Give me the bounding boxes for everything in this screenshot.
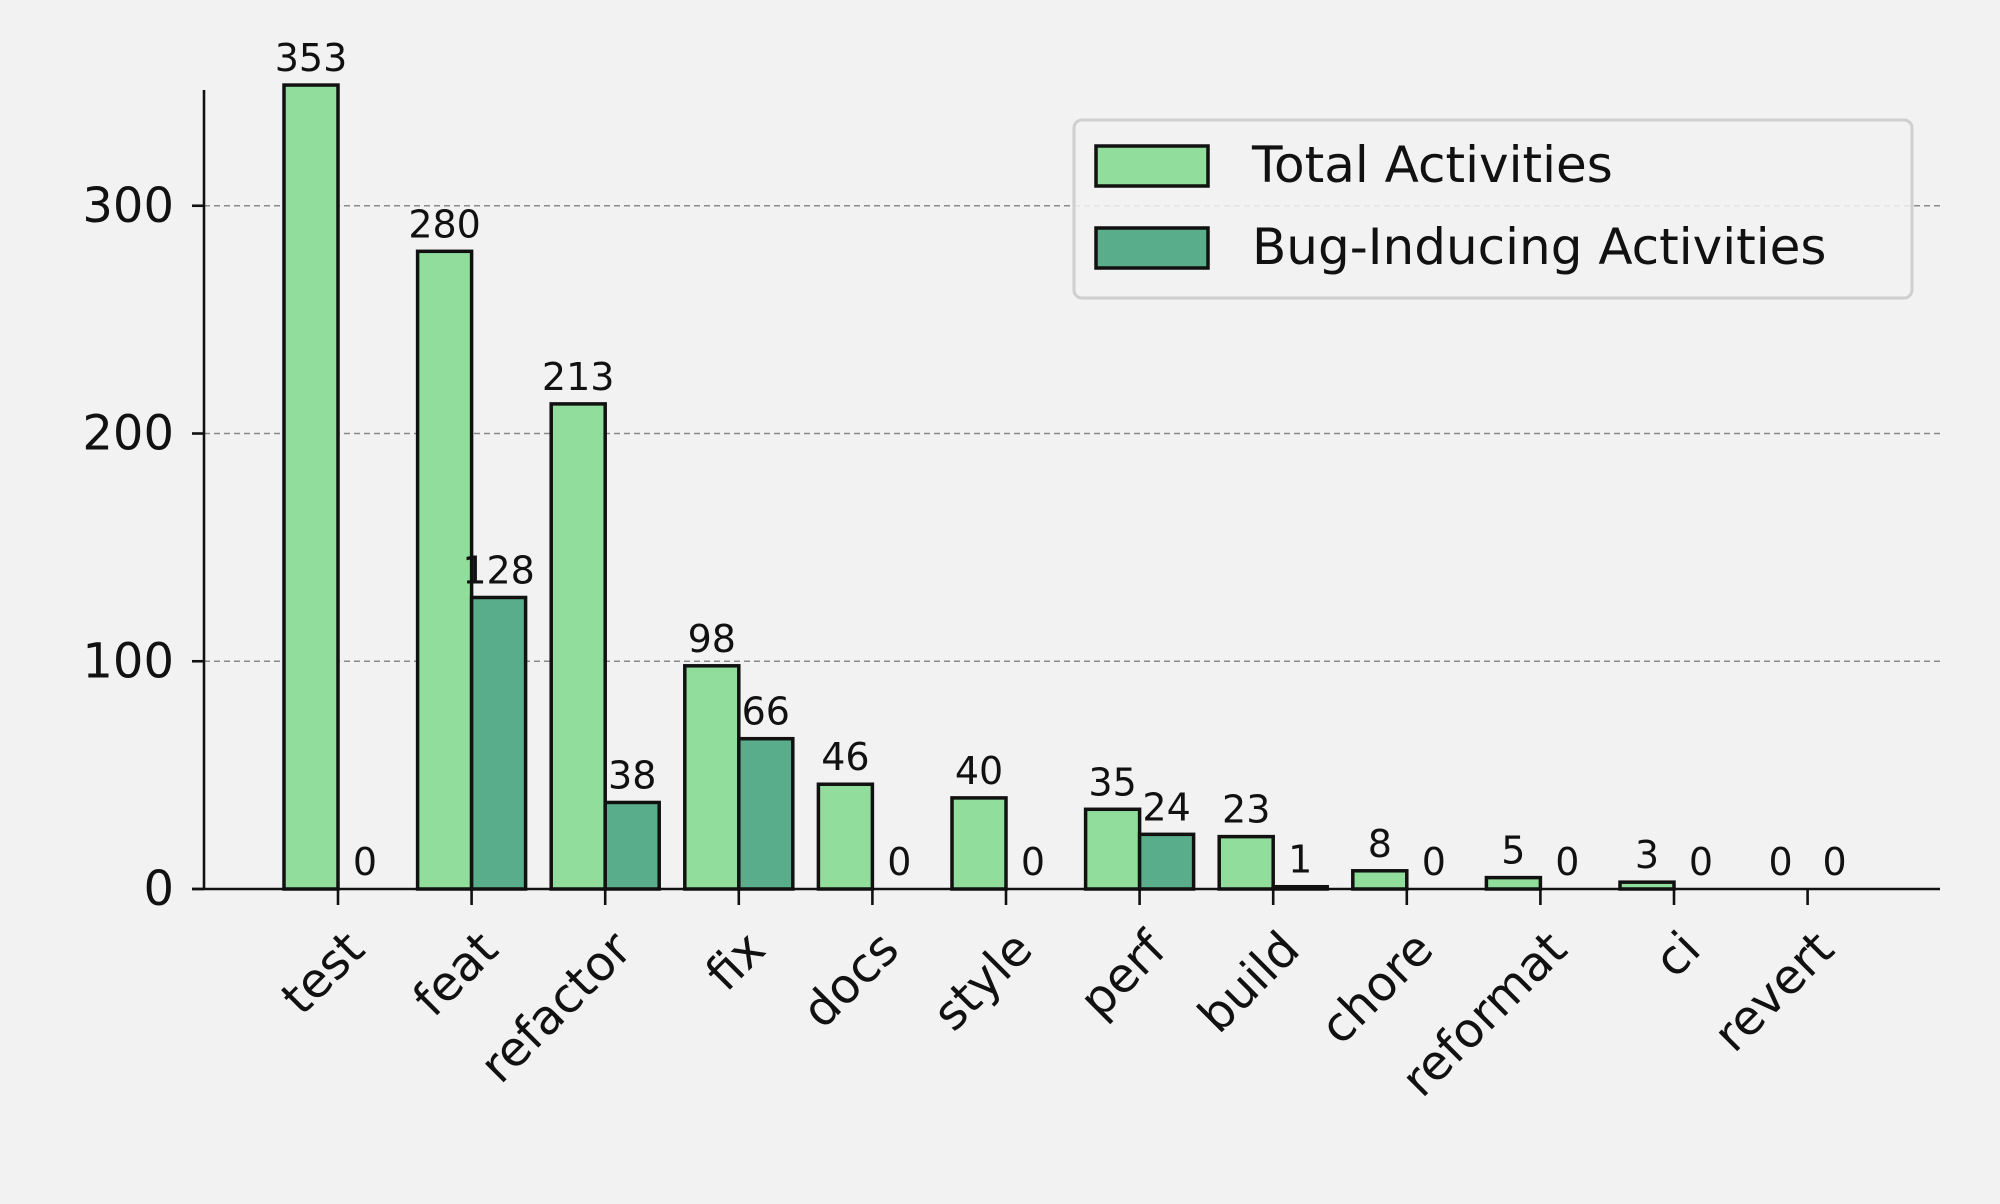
data-label: 98 xyxy=(688,617,736,661)
data-label: 40 xyxy=(955,749,1003,793)
legend-label: Total Activities xyxy=(1251,136,1613,194)
data-label: 23 xyxy=(1222,788,1270,832)
bar-total-activities xyxy=(950,796,1008,891)
axes xyxy=(192,90,1940,891)
data-label: 66 xyxy=(742,690,790,734)
bar-bug-inducing-activities xyxy=(1137,832,1196,891)
x-tick-label: test xyxy=(271,921,376,1026)
x-tick-label: fix xyxy=(695,921,776,1002)
data-label: 35 xyxy=(1088,760,1136,804)
y-tick-label: 200 xyxy=(82,406,174,462)
data-label: 0 xyxy=(887,840,911,884)
data-label: 0 xyxy=(1689,840,1713,884)
y-tick-label: 0 xyxy=(143,861,174,917)
data-label: 0 xyxy=(1823,840,1847,884)
x-tick-label: revert xyxy=(1703,921,1845,1063)
x-tick-label: refactor xyxy=(469,921,642,1094)
bar-total-activities xyxy=(1083,807,1142,891)
x-tick-label: feat xyxy=(402,921,509,1028)
data-label: 128 xyxy=(462,548,535,592)
bar-bug-inducing-activities xyxy=(603,800,661,891)
data-label: 24 xyxy=(1142,785,1190,829)
bar-total-activities xyxy=(1217,834,1275,891)
data-label: 0 xyxy=(1422,840,1446,884)
x-tick-label: docs xyxy=(792,921,910,1039)
legend-box xyxy=(1072,118,1914,300)
bar-total-activities xyxy=(1351,869,1409,891)
data-label: 8 xyxy=(1368,822,1392,866)
legend-swatch xyxy=(1094,226,1210,270)
data-label: 280 xyxy=(408,202,481,246)
data-label: 0 xyxy=(1021,840,1045,884)
x-tick-label: ci xyxy=(1644,921,1712,989)
legend-label: Bug-Inducing Activities xyxy=(1252,218,1826,276)
data-label: 353 xyxy=(275,36,348,80)
legend-swatch xyxy=(1094,144,1210,188)
data-label: 38 xyxy=(608,753,656,797)
legend[interactable]: Total Activities Bug-Inducing Activities xyxy=(1072,118,1914,300)
data-label: 0 xyxy=(1555,840,1579,884)
x-tick-label: build xyxy=(1188,921,1311,1044)
data-label: 46 xyxy=(821,735,869,779)
bar-total-activities xyxy=(816,782,875,891)
bar-bug-inducing-activities xyxy=(469,595,528,891)
data-label: 0 xyxy=(1769,840,1793,884)
data-label: 213 xyxy=(542,355,615,399)
data-label: 5 xyxy=(1501,829,1525,873)
bar-total-activities xyxy=(1484,875,1543,891)
bar-bug-inducing-activities xyxy=(737,736,795,891)
y-tick-label: 100 xyxy=(82,633,174,689)
bar-total-activities xyxy=(683,664,741,891)
data-label: 3 xyxy=(1635,833,1659,877)
x-tick-label: style xyxy=(922,921,1043,1042)
x-tick-label: perf xyxy=(1069,920,1178,1029)
data-label: 0 xyxy=(353,840,377,884)
y-tick-labels: 0 100 200 300 xyxy=(82,178,204,917)
data-label: 1 xyxy=(1288,838,1312,882)
bar-total-activities xyxy=(549,402,607,891)
bar-total-activities xyxy=(282,83,340,891)
bars xyxy=(282,83,1676,891)
y-tick-label: 300 xyxy=(82,178,174,234)
